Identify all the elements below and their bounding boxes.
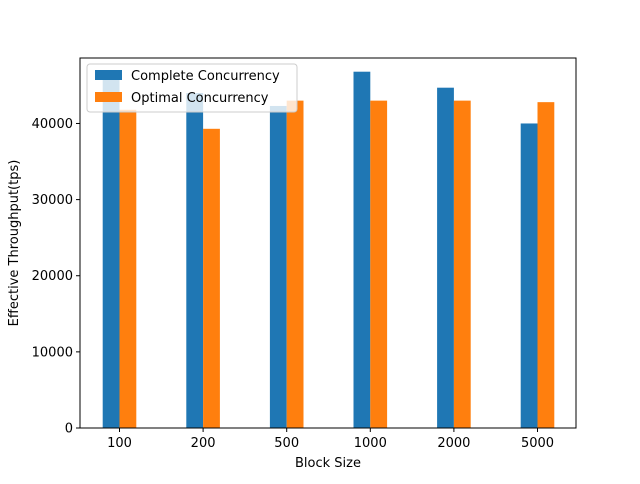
- x-tick-label-100: 100: [107, 436, 132, 451]
- x-tick-label-500: 500: [274, 436, 299, 451]
- x-tick-label-200: 200: [191, 436, 216, 451]
- y-tick-label-30000: 30000: [32, 193, 73, 208]
- x-tick-label-2000: 2000: [437, 436, 470, 451]
- bar-optimal-2000: [453, 100, 471, 429]
- bar-complete-2000: [437, 87, 454, 429]
- bar-complete-100: [102, 75, 120, 428]
- legend-label-complete: Complete Concurrency: [131, 69, 280, 84]
- bar-optimal-200: [203, 128, 220, 428]
- bars-layer: [102, 71, 555, 429]
- legend-swatch-complete: [95, 70, 122, 80]
- y-tick-label-40000: 40000: [32, 117, 73, 132]
- legend-swatch-optimal: [95, 92, 122, 102]
- y-tick-label-20000: 20000: [32, 269, 73, 284]
- x-tick-label-1000: 1000: [354, 436, 387, 451]
- bar-complete-1000: [353, 71, 371, 428]
- y-axis-label: Effective Throughput(tps): [7, 160, 22, 327]
- legend-box: [86, 63, 298, 113]
- legend-label-optimal: Optimal Concurrency: [131, 91, 269, 106]
- bar-optimal-100: [119, 109, 137, 429]
- bar-complete-200: [186, 93, 204, 429]
- x-axis-label: Block Size: [295, 456, 361, 471]
- bar-complete-5000: [520, 123, 538, 428]
- plot-frame: [79, 57, 577, 429]
- ticks-layer: 100 200 500 1000 2000 5000 0 10000 20000 30000 400…: [32, 117, 554, 451]
- bar-optimal-5000: [537, 102, 555, 429]
- bar-optimal-1000: [370, 100, 388, 429]
- x-tick-label-5000: 5000: [521, 436, 554, 451]
- bar-optimal-500: [286, 100, 304, 429]
- y-tick-label-10000: 10000: [32, 345, 73, 360]
- bar-complete-500: [269, 105, 287, 429]
- y-tick-label-0: 0: [65, 422, 73, 437]
- legend: Complete Concurrency Optimal Concurrency: [86, 63, 298, 113]
